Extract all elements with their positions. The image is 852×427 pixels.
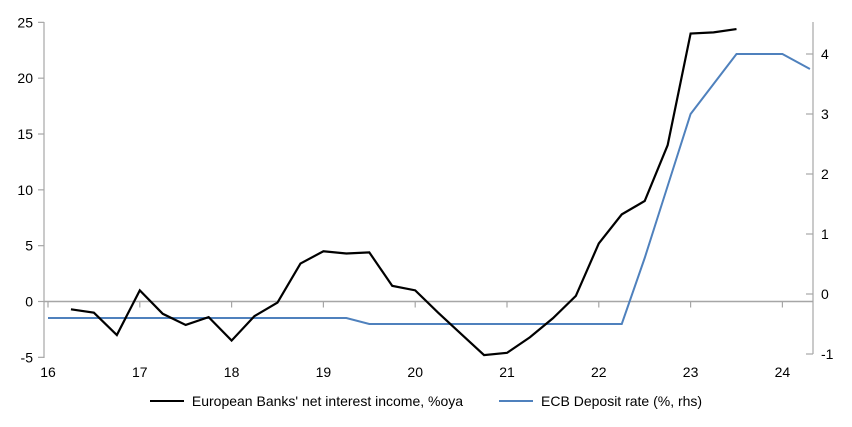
x-tick-label: 23 xyxy=(683,364,699,380)
left-tick-label: 5 xyxy=(25,238,33,254)
left-tick-label: 0 xyxy=(25,294,33,310)
legend-label-net-interest-income: European Banks' net interest income, %oy… xyxy=(191,393,464,409)
x-tick-label: 19 xyxy=(316,364,332,380)
legend-item-net-interest-income: European Banks' net interest income, %oy… xyxy=(149,393,464,409)
x-tick-label: 22 xyxy=(591,364,607,380)
right-tick-label: 3 xyxy=(821,106,829,122)
x-tick-label: 24 xyxy=(775,364,791,380)
right-tick-label: 4 xyxy=(821,46,829,62)
right-tick-label: -1 xyxy=(821,346,834,362)
right-tick-label: 2 xyxy=(821,166,829,182)
right-tick-label: 0 xyxy=(821,286,829,302)
left-tick-label: 20 xyxy=(17,70,33,86)
left-tick-label: 10 xyxy=(17,182,33,198)
right-tick-label: 1 xyxy=(821,226,829,242)
left-tick-label: -5 xyxy=(21,349,34,365)
x-tick-label: 21 xyxy=(499,364,515,380)
x-tick-label: 17 xyxy=(132,364,148,380)
legend-line-swatch-blue xyxy=(499,400,534,402)
series-line-net-interest-income xyxy=(70,27,737,357)
legend: European Banks' net interest income, %oy… xyxy=(0,393,852,409)
x-tick-label: 16 xyxy=(40,364,56,380)
legend-item-ecb-deposit-rate: ECB Deposit rate (%, rhs) xyxy=(499,393,702,409)
left-tick-label: 25 xyxy=(17,14,33,30)
x-tick-label: 20 xyxy=(407,364,423,380)
series-line-ecb-deposit-rate xyxy=(48,53,811,325)
legend-line-swatch-black xyxy=(149,400,184,402)
x-tick-label: 18 xyxy=(224,364,240,380)
legend-label-ecb-deposit-rate: ECB Deposit rate (%, rhs) xyxy=(541,393,703,409)
left-tick-label: 15 xyxy=(17,126,33,142)
